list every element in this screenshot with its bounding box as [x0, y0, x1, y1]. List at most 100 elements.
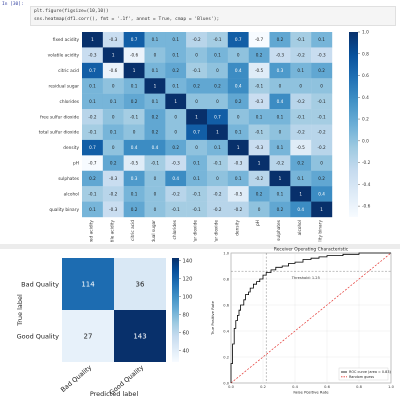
heatmap-col-label: quality binary [318, 220, 324, 242]
heatmap-row-label: total sulfur dioxide [39, 130, 80, 136]
heatmap-cell-label: 0.7 [89, 145, 96, 150]
heatmap-cell [102, 170, 124, 187]
roc-x-tick-label: 0.8 [356, 385, 362, 389]
heatmap-cell [207, 124, 229, 141]
heatmap-col-label: pH [255, 220, 261, 226]
heatmap-cell-label: 0.1 [297, 176, 304, 181]
heatmap-cell-label: -0.5 [297, 145, 306, 150]
heatmap-cell-label: 0.3 [131, 176, 138, 181]
heatmap-cell-label: 0.2 [193, 83, 200, 88]
heatmap-cell-label: 0.1 [172, 83, 179, 88]
heatmap-cell-label: 0 [237, 114, 240, 119]
heatmap-cell [123, 124, 145, 141]
confusion-cell [62, 258, 114, 310]
colorbar-tick-label: 0.8 [362, 51, 369, 57]
roc-y-tick-label: 0.2 [223, 355, 229, 359]
heatmap-cell-label: 0.1 [152, 68, 159, 73]
heatmap-cell-label: -0.2 [276, 161, 285, 166]
heatmap-cell-label: -0.1 [151, 161, 160, 166]
roc-legend-label: Random guess [349, 375, 374, 379]
heatmap-cell [144, 62, 166, 79]
heatmap-cell [207, 139, 229, 156]
heatmap-cell-label: 0.1 [235, 176, 242, 181]
heatmap-cell-label: -0.5 [130, 161, 139, 166]
heatmap-cell [144, 170, 166, 187]
heatmap-cell-label: 0 [154, 176, 157, 181]
heatmap-cell [311, 32, 333, 48]
heatmap-cell-label: 0.2 [256, 191, 263, 196]
heatmap-cell [227, 186, 249, 202]
heatmap-cell-label: -0.1 [213, 37, 222, 42]
heatmap-cell [290, 155, 312, 171]
heatmap-cell [123, 155, 145, 171]
heatmap-cell-label: -0.2 [297, 53, 306, 58]
heatmap-cell-label: 0.1 [110, 130, 117, 135]
heatmap-cell-label: -0.2 [213, 191, 222, 196]
heatmap-col-label: alcohol [297, 220, 303, 235]
confusion-cell [114, 310, 166, 362]
heatmap-cell-label: -0.1 [130, 114, 139, 119]
heatmap-cell-label: 0.4 [318, 191, 325, 196]
heatmap-cell-label: 0 [174, 114, 177, 119]
heatmap-cell-label: 0 [216, 176, 219, 181]
heatmap-cell-label: 0.4 [277, 99, 284, 104]
confusion-cell-value: 27 [84, 333, 93, 341]
heatmap-cell-label: 0.1 [89, 207, 96, 212]
heatmap-cell-label: 0 [112, 114, 115, 119]
heatmap-cell [102, 62, 124, 79]
heatmap-row-label: quality binary [49, 207, 79, 213]
correlation-heatmap: 1 -0.3 0.7 0.1 0.1 -0.2 -0.1 0.7 -0.7 0.2 -0.1 0.1 f… [39, 30, 371, 243]
heatmap-cell-label: 0.1 [193, 176, 200, 181]
heatmap-cell [186, 186, 208, 202]
heatmap-cell [311, 124, 333, 141]
heatmap-cell [269, 32, 291, 48]
heatmap-cell-label: -0.6 [109, 68, 118, 73]
confusion-ylabel: True label [16, 294, 24, 327]
heatmap-cell [290, 186, 312, 202]
heatmap-cell-label: -0.3 [109, 176, 118, 181]
heatmap-cell-label: 1 [237, 145, 240, 150]
heatmap-cell [227, 109, 249, 125]
heatmap-cell [82, 124, 104, 141]
heatmap-cell [102, 109, 124, 125]
heatmap-row-label: residual sugar [49, 83, 80, 89]
heatmap-cell [144, 93, 166, 110]
heatmap-cell [123, 32, 145, 48]
heatmap-cell-label: 0.1 [110, 99, 117, 104]
heatmap-cell-label: 0.1 [318, 37, 325, 42]
colorbar-tick-label: 100 [183, 295, 193, 301]
heatmap-cell [82, 170, 104, 187]
code-cell[interactable] [30, 6, 396, 26]
heatmap-cell [311, 139, 333, 156]
heatmap-cell-label: 0.2 [152, 130, 159, 135]
heatmap-cell-label: 1 [279, 176, 282, 181]
heatmap-cell [311, 170, 333, 187]
heatmap-cell [123, 78, 145, 94]
confusion-cell-value: 143 [133, 333, 146, 341]
heatmap-cell [269, 201, 291, 218]
heatmap-cell [227, 124, 249, 141]
heatmap-cell [311, 78, 333, 94]
heatmap-cell [248, 124, 270, 141]
roc-title: Receiver Operating Characteristic [274, 247, 349, 253]
heatmap-cell-label: 1 [112, 53, 115, 58]
heatmap-cell [144, 124, 166, 141]
heatmap-cell [186, 170, 208, 187]
heatmap-cell [165, 109, 187, 125]
heatmap-cell-label: 0.2 [89, 176, 96, 181]
heatmap-cell [269, 109, 291, 125]
heatmap-cell [165, 155, 187, 171]
heatmap-cell-label: 0.2 [131, 207, 138, 212]
heatmap-cell-label: -0.2 [234, 207, 243, 212]
heatmap-cell [144, 47, 166, 64]
heatmap-cell [82, 139, 104, 156]
heatmap-cell [248, 78, 270, 94]
heatmap-cell-label: 1 [91, 37, 94, 42]
confusion-col-label: Bad Quality [59, 363, 93, 394]
heatmap-col-label: chlorides [172, 219, 178, 239]
heatmap-col-label: citric acid [130, 220, 136, 241]
roc-xlabel: False Positive Rate [293, 390, 329, 395]
heatmap-cell [290, 62, 312, 79]
heatmap-cell-label: 0.1 [152, 99, 159, 104]
heatmap-cell-label: 0 [216, 99, 219, 104]
